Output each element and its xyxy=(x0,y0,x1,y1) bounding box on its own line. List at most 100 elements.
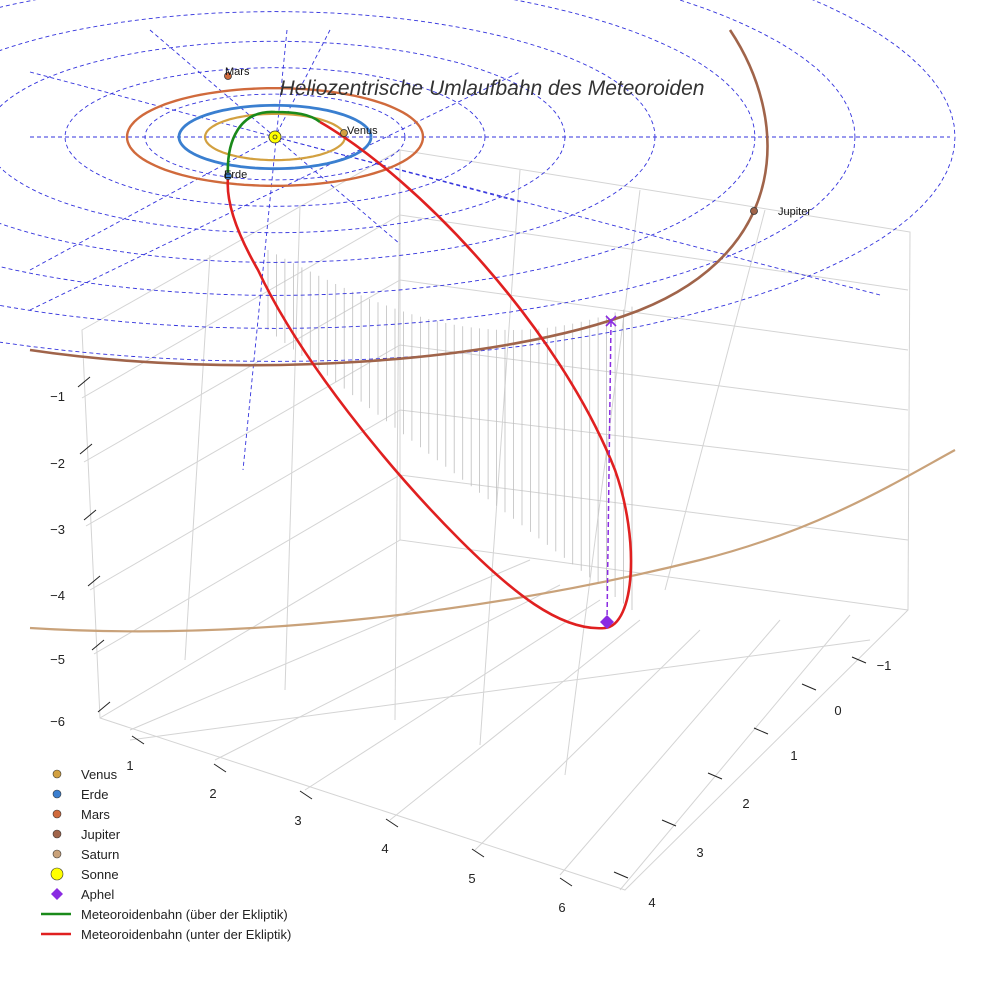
z-tick-mark xyxy=(79,443,93,455)
z-tick-mark xyxy=(87,575,101,587)
z-tick-label: −1 xyxy=(50,389,65,404)
x-tick-mark xyxy=(299,790,313,800)
ecliptic-ring-3 xyxy=(0,40,566,234)
saturn-orbit xyxy=(29,449,956,633)
y-tick-label: 2 xyxy=(742,796,749,811)
y-axis-ticks: −1 0 1 2 3 4 xyxy=(613,656,892,910)
legend-label: Jupiter xyxy=(81,827,121,842)
z-tick-label: −2 xyxy=(50,456,65,471)
aphel-marker xyxy=(600,615,614,629)
venus-label: Venus xyxy=(347,125,378,137)
ecliptic-ring-7 xyxy=(0,0,956,362)
meteoroid-orbit-above xyxy=(226,110,321,179)
mars-label: Mars xyxy=(225,66,250,78)
mars-orbit xyxy=(125,87,425,187)
erde-orbit xyxy=(177,103,373,171)
meteoroid-orbit-below xyxy=(226,120,633,630)
ecliptic-ring-6 xyxy=(0,0,856,329)
z-tick-mark xyxy=(91,639,105,651)
planet-orbits xyxy=(29,29,956,633)
legend-marker xyxy=(52,829,62,839)
sonne-core xyxy=(272,134,278,140)
z-tick-mark xyxy=(83,509,97,521)
legend-marker xyxy=(51,888,63,900)
erde-marker xyxy=(224,172,232,180)
y-tick-label: 1 xyxy=(790,748,797,763)
legend-item: Meteoroidenbahn (unter der Ekliptik) xyxy=(41,927,291,942)
x-tick-label: 1 xyxy=(126,758,133,773)
venus-marker xyxy=(340,129,348,137)
y-tick-mark xyxy=(753,727,769,735)
y-tick-label: 3 xyxy=(696,845,703,860)
x-tick-label: 4 xyxy=(381,841,388,856)
ecliptic-axis-vertical xyxy=(242,29,288,471)
z-tick-label: −4 xyxy=(50,588,65,603)
legend-item: Sonne xyxy=(50,867,119,882)
legend-marker xyxy=(52,769,62,779)
meteoroid-orbit xyxy=(226,110,633,630)
legend-label: Erde xyxy=(81,787,108,802)
x-tick-mark xyxy=(131,735,145,745)
legend-label: Meteoroidenbahn (über der Ekliptik) xyxy=(81,907,288,922)
legend-marker xyxy=(52,809,62,819)
y-tick-mark xyxy=(851,656,867,664)
legend-label: Venus xyxy=(81,767,118,782)
x-tick-mark xyxy=(559,877,573,887)
ecliptic-spoke-3 xyxy=(29,71,521,311)
legend-item: Venus xyxy=(52,767,118,782)
x-axis-ticks: 1 2 3 4 5 6 xyxy=(126,735,573,915)
ecliptic-ring-2 xyxy=(64,67,486,207)
sonne-marker xyxy=(268,130,282,144)
jupiter-marker xyxy=(750,207,758,215)
ecliptic-spoke-4 xyxy=(274,136,881,296)
x-tick-mark xyxy=(471,848,485,858)
z-axis-ticks: −1 −2 −3 −4 −5 −6 xyxy=(50,376,111,729)
x-tick-label: 3 xyxy=(294,813,301,828)
x-tick-label: 2 xyxy=(209,786,216,801)
y-tick-mark xyxy=(613,871,629,879)
y-tick-mark xyxy=(707,772,723,780)
legend-label: Sonne xyxy=(81,867,119,882)
aphel-projection xyxy=(606,321,612,623)
legend-label: Saturn xyxy=(81,847,119,862)
y-tick-label: 0 xyxy=(834,703,841,718)
y-tick-label: −1 xyxy=(877,658,892,673)
legend-label: Aphel xyxy=(81,887,114,902)
x-tick-label: 6 xyxy=(558,900,565,915)
legend-item: Erde xyxy=(52,787,108,802)
legend-marker xyxy=(50,867,64,881)
mars-marker xyxy=(224,72,232,80)
z-tick-label: −6 xyxy=(50,714,65,729)
jupiter-label: Jupiter xyxy=(778,206,811,218)
ecliptic-grid xyxy=(0,0,956,471)
chart-title: Heliozentrische Umlaufbahn des Meteoroid… xyxy=(280,77,705,100)
ecliptic-spoke-6 xyxy=(274,29,331,138)
erde-label: Erde xyxy=(224,169,247,181)
y-tick-mark xyxy=(661,819,677,827)
z-tick-mark xyxy=(77,376,91,388)
z-tick-label: −3 xyxy=(50,522,65,537)
legend-label: Mars xyxy=(81,807,110,822)
legend-label: Meteoroidenbahn (unter der Ekliptik) xyxy=(81,927,291,942)
legend-item: Saturn xyxy=(52,847,119,862)
y-tick-mark xyxy=(801,683,817,691)
y-tick-label: 4 xyxy=(648,895,655,910)
aphel-ecliptic-cross xyxy=(605,315,617,327)
x-tick-mark xyxy=(213,763,227,773)
legend-marker xyxy=(52,789,62,799)
projection-lines xyxy=(267,250,633,610)
box-grid xyxy=(81,149,911,891)
ecliptic-spoke-5 xyxy=(29,136,276,271)
z-tick-mark xyxy=(97,701,111,713)
z-tick-label: −5 xyxy=(50,652,65,667)
legend-marker xyxy=(52,849,62,859)
x-tick-mark xyxy=(385,818,399,828)
markers: Venus Erde Mars Jupiter xyxy=(224,66,811,629)
legend-item: Jupiter xyxy=(52,827,121,842)
legend: Venus Erde Mars Jupiter Saturn Sonne Aphel Mete… xyxy=(41,767,291,942)
legend-item: Meteoroidenbahn (über der Ekliptik) xyxy=(41,907,288,922)
x-tick-label: 5 xyxy=(468,871,475,886)
legend-item: Mars xyxy=(52,807,110,822)
legend-item: Aphel xyxy=(51,887,114,902)
